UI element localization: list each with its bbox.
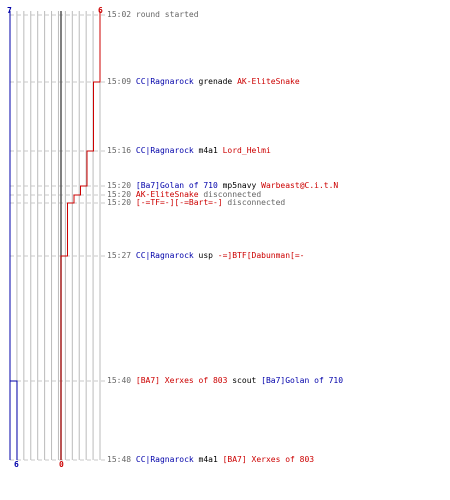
- log-entry: 15:40 [BA7] Xerxes of 803 scout [Ba7]Gol…: [107, 376, 343, 385]
- log-message: disconnected: [222, 198, 286, 207]
- log-entry: 15:48 CC|Ragnarock m4a1 [BA7] Xerxes of …: [107, 455, 314, 464]
- player-name: [BA7] Xerxes of 803: [222, 455, 315, 464]
- log-entry: 15:20 [Ba7]Golan of 710 mp5navy Warbeast…: [107, 181, 338, 190]
- player-grid: [16, 11, 101, 460]
- player-name: CC|Ragnarock: [135, 455, 194, 464]
- log-entry: 15:20 AK-EliteSnake disconnected: [107, 190, 261, 199]
- player-name: CC|Ragnarock: [135, 146, 194, 155]
- blue-team-count-line: [9, 11, 18, 460]
- log-entry: 15:02 round started: [107, 10, 199, 19]
- log-timestamp: 15:02: [107, 10, 136, 19]
- log-entry: 15:09 CC|Ragnarock grenade AK-EliteSnake: [107, 77, 300, 86]
- player-name: -=]BTF[Dabunman[=-: [217, 251, 305, 260]
- log-timestamp: 15:48: [107, 455, 136, 464]
- log-entry: 15:20 [-=TF=-][-=Bart=-] disconnected: [107, 198, 285, 207]
- log-message: disconnected: [198, 190, 262, 199]
- player-name: [Ba7]Golan of 710: [261, 376, 344, 385]
- red-team-count-line: [60, 11, 101, 460]
- log-timestamp: 15:16: [107, 146, 136, 155]
- blue-end-count: 6: [14, 460, 19, 469]
- weapon-name: grenade: [193, 77, 238, 86]
- weapon-name: m4a1: [193, 455, 223, 464]
- weapon-name: m4a1: [193, 146, 223, 155]
- weapon-name: usp: [193, 251, 218, 260]
- log-timestamp: 15:20: [107, 181, 136, 190]
- player-name: AK-EliteSnake: [237, 77, 300, 86]
- log-timestamp: 15:20: [107, 198, 136, 207]
- player-name: [BA7] Xerxes of 803: [135, 376, 228, 385]
- player-name: CC|Ragnarock: [135, 251, 194, 260]
- weapon-name: mp5navy: [217, 181, 262, 190]
- log-timestamp: 15:40: [107, 376, 136, 385]
- log-entry: 15:27 CC|Ragnarock usp -=]BTF[Dabunman[=…: [107, 251, 305, 260]
- log-entry: 15:16 CC|Ragnarock m4a1 Lord_Helmi: [107, 146, 271, 155]
- blue-start-count: 7: [7, 6, 12, 15]
- weapon-name: scout: [227, 376, 262, 385]
- red-start-count: 6: [98, 6, 103, 15]
- player-name: [-=TF=-][-=Bart=-]: [135, 198, 223, 207]
- log-timestamp: 15:20: [107, 190, 136, 199]
- player-name: CC|Ragnarock: [135, 77, 194, 86]
- log-timestamp: 15:27: [107, 251, 136, 260]
- player-name: [Ba7]Golan of 710: [135, 181, 218, 190]
- player-name: Warbeast@C.i.t.N: [261, 181, 339, 190]
- red-end-count: 0: [59, 460, 64, 469]
- player-name: AK-EliteSnake: [135, 190, 199, 199]
- log-message: round started: [135, 10, 199, 19]
- log-timestamp: 15:09: [107, 77, 136, 86]
- player-name: Lord_Helmi: [222, 146, 271, 155]
